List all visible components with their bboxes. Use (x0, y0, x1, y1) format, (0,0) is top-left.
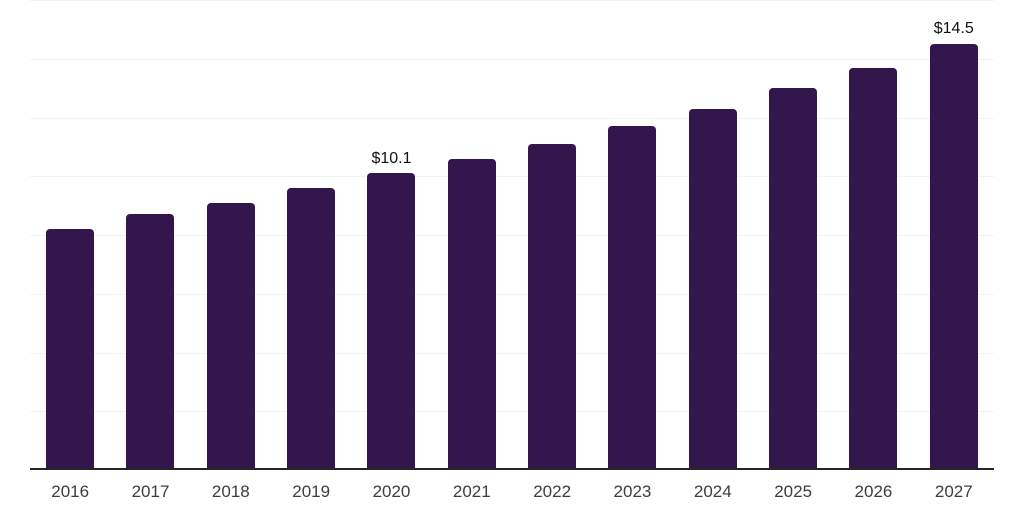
x-axis-line (30, 468, 994, 470)
x-axis-tick-label: 2016 (51, 482, 90, 501)
bar-2017 (126, 214, 175, 470)
x-axis-tick-label: 2027 (934, 482, 973, 501)
bar-2023 (608, 126, 657, 470)
bar-2016 (46, 229, 95, 470)
bar-slot (753, 0, 833, 470)
gridline (30, 0, 994, 1)
gridline (30, 411, 994, 413)
bar-slot: $14.5 (914, 0, 994, 470)
x-axis-tick-label: 2022 (533, 482, 572, 501)
bar-slot (110, 0, 190, 470)
plot-area: $10.1 $14.5 (30, 0, 994, 470)
bar-slot (512, 0, 592, 470)
gridline (30, 176, 994, 178)
bar-2025 (769, 88, 818, 470)
x-axis-tick-label: 2026 (854, 482, 893, 501)
x-axis-tick-label: 2017 (131, 482, 170, 501)
x-axis-tick-label: 2018 (211, 482, 250, 501)
bar-2018 (206, 202, 255, 470)
gridline (30, 117, 994, 119)
bar-slot (30, 0, 110, 470)
bar-2020 (367, 173, 416, 470)
bar-2024 (688, 108, 737, 470)
x-axis-tick-label: 2019 (292, 482, 331, 501)
bar-slot (432, 0, 512, 470)
bar-2026 (849, 67, 898, 470)
bar-slot (271, 0, 351, 470)
bar-slot (673, 0, 753, 470)
bar-value-label: $10.1 (371, 149, 412, 167)
bar-2019 (287, 188, 336, 470)
bar-2021 (447, 158, 496, 470)
bar-slot (833, 0, 913, 470)
x-axis-labels-row: 2016 2017 2018 2019 2020 2021 2022 2023 2024 2025… (30, 470, 994, 502)
bar-2027 (929, 44, 978, 470)
gridline (30, 235, 994, 236)
bar-value-label: $14.5 (933, 20, 974, 38)
gridline (30, 58, 994, 60)
x-axis-tick-label: 2021 (452, 482, 491, 501)
bar-slot: $10.1 (351, 0, 431, 470)
bar-2022 (528, 143, 577, 470)
gridline (30, 293, 994, 295)
x-axis-tick-label: 2024 (693, 482, 732, 501)
bars-row: $10.1 $14.5 (30, 0, 994, 470)
x-axis-tick-label: 2020 (372, 482, 411, 501)
bar-slot (592, 0, 672, 470)
x-axis-tick-label: 2025 (774, 482, 813, 501)
bar-slot (191, 0, 271, 470)
gridline (30, 352, 994, 354)
x-axis-tick-label: 2023 (613, 482, 652, 501)
